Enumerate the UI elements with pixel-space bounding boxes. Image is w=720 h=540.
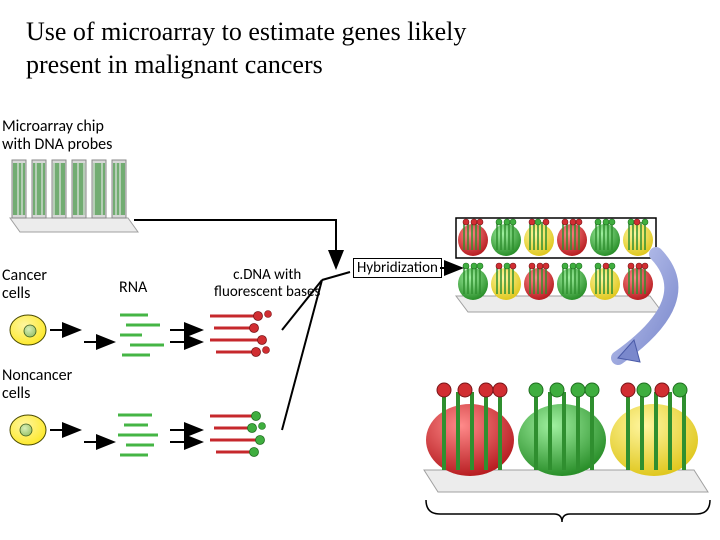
cdna-noncancer — [210, 412, 266, 457]
noncancer-cell — [10, 415, 46, 445]
zoomed-spots — [424, 383, 708, 492]
chip-group — [10, 160, 138, 232]
cancer-cell — [10, 315, 46, 345]
chip-cols — [12, 160, 126, 218]
rna-cancer — [120, 315, 164, 355]
rna-noncancer — [118, 415, 158, 455]
chip-to-hybrid-line — [134, 220, 336, 266]
bracket — [426, 500, 710, 522]
hybridized-chip — [456, 218, 662, 312]
cdna-cancer — [210, 311, 272, 357]
diagram-svg — [0, 0, 720, 540]
